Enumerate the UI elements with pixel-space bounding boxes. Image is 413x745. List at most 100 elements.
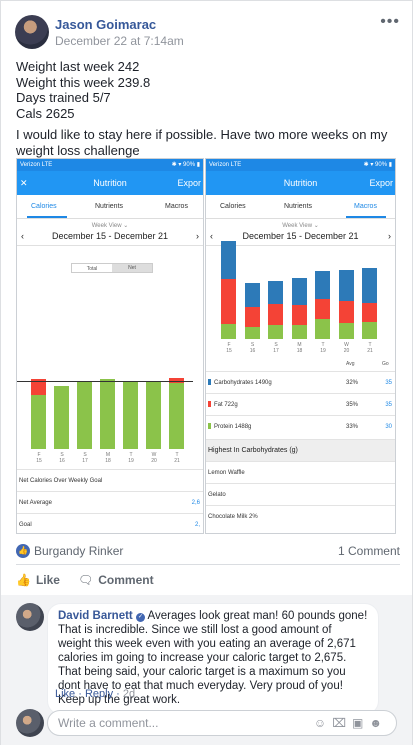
author-avatar[interactable] [15, 15, 49, 49]
bar-carbs [362, 268, 377, 303]
x-tick-date: 17 [82, 458, 88, 464]
more-options-icon[interactable]: ••• [380, 13, 400, 30]
x-tick-date: 20 [343, 348, 350, 354]
x-tick-day: T [368, 342, 372, 348]
comment-placeholder: Write a comment... [58, 716, 159, 730]
sticker-icon[interactable]: ☻ [369, 716, 388, 730]
export-label: Expor [369, 178, 393, 188]
tab-macros: Macros [165, 203, 188, 210]
comment-reply-link[interactable]: Reply [84, 688, 114, 700]
post-line: Weight last week 242 [16, 59, 140, 74]
phone-status-bar: Verizon LTE ✱ ▾ 90% ▮ [17, 159, 203, 171]
bar-fat [338, 301, 354, 323]
next-arrow-icon: › [388, 231, 391, 241]
comment-button[interactable]: 🗨 Comment [78, 573, 154, 587]
post-timestamp[interactable]: December 22 at 7:14am [55, 34, 184, 48]
composer-avatar [16, 709, 44, 737]
app-title: Nutrition [93, 178, 127, 188]
bar-carbs [338, 270, 354, 301]
x-tick-date: 18 [105, 458, 111, 464]
summary-row: Net Calories Over Weekly Goal [17, 469, 203, 491]
x-tick-date: 20 [151, 458, 157, 464]
macro-label: Fat 722g [214, 402, 238, 408]
bar-calories [100, 379, 115, 449]
x-tick-day: S [250, 342, 255, 348]
bar-calories [31, 395, 46, 449]
comment-label: Comment [98, 573, 154, 587]
bar-calories [169, 383, 184, 449]
x-tick-day: S [83, 452, 87, 458]
comment-count[interactable]: 1 Comment [337, 544, 400, 558]
x-tick-day: W [151, 452, 157, 458]
bar-protein [221, 324, 236, 339]
emoji-icon[interactable]: ☺ [313, 716, 333, 730]
total-net-toggle: Total Net [71, 263, 153, 273]
phone-status-bar: Verizon LTE ✱ ▾ 90% ▮ [206, 159, 395, 171]
post-line: Days trained 5/7 [16, 90, 111, 105]
week-view-label: Week View ⌄ [282, 223, 319, 229]
macro-row: Carbohydrates 1490g 32% 35 [206, 371, 395, 393]
legend-swatch [208, 401, 211, 408]
bar-fat [221, 279, 236, 324]
prev-arrow-icon: ‹ [210, 231, 213, 241]
x-tick-date: 15 [36, 458, 42, 464]
gif-icon[interactable]: ▣ [352, 716, 370, 730]
author-name[interactable]: Jason Goimarac [55, 17, 157, 32]
tab-calories: Calories [31, 203, 57, 210]
verified-badge-icon: ✓ [135, 613, 145, 622]
bar-calories [123, 381, 138, 449]
x-tick-day: M [105, 452, 111, 458]
bar-protein [315, 319, 330, 339]
bar-fat [315, 299, 330, 319]
post-message: I would like to stay here if possible. H… [16, 127, 388, 158]
post-line: Weight this week 239.8 [16, 74, 151, 90]
x-tick-date: 19 [320, 348, 326, 354]
bar-protein [362, 322, 377, 339]
row-label: Goal [19, 522, 32, 528]
status-icons: ✱ ▾ 90% ▮ [171, 162, 200, 168]
comment-like-link[interactable]: Like [55, 688, 76, 700]
bar-carbs [244, 283, 260, 307]
comment-input[interactable]: Write a comment... ☺⌧▣☻ [47, 710, 397, 736]
x-tick-day: T [129, 452, 133, 458]
nutrition-tabs: Calories Nutrients Macros [17, 195, 203, 219]
food-row: Lemon Waffle [206, 461, 395, 483]
bar-calories [54, 386, 69, 449]
commenter-name[interactable]: David Barnett [58, 610, 133, 622]
attached-photo-calories[interactable]: Verizon LTE ✱ ▾ 90% ▮ ✕ Nutrition Expor … [16, 158, 204, 534]
liked-by[interactable]: Burgandy Rinker [34, 544, 124, 558]
goal-column-header: Go [382, 361, 389, 367]
x-tick-day: M [297, 342, 302, 348]
post-body: Weight last week 242 Weight this week 23… [16, 59, 401, 158]
active-tab-indicator [27, 216, 67, 218]
x-tick-day: F [37, 452, 41, 458]
highest-carbs-header: Highest In Carbohydrates (g) [206, 439, 395, 461]
x-tick-day: F [227, 342, 231, 348]
bar-fat [268, 304, 283, 325]
date-range: ‹ December 15 - December 21 › [17, 231, 203, 241]
bar-fat [362, 303, 377, 322]
commenter-avatar[interactable] [16, 603, 44, 631]
macro-label: Protein 1488g [214, 424, 252, 430]
tab-nutrients: Nutrients [95, 203, 124, 210]
divider [16, 564, 400, 565]
bar-over-goal [31, 379, 46, 395]
camera-icon[interactable]: ⌧ [332, 716, 353, 730]
summary-row: Net Average 2,6 [17, 491, 203, 513]
row-label: Net Calories Over Weekly Goal [19, 478, 103, 484]
carrier-label: Verizon LTE [20, 162, 53, 168]
divider [206, 245, 395, 246]
macro-avg: 33% [346, 424, 359, 430]
composer-icons: ☺⌧▣☻ [314, 711, 388, 735]
like-button[interactable]: 👍 Like [16, 573, 60, 587]
divider [17, 245, 203, 246]
x-tick-day: W [344, 342, 349, 348]
x-tick-date: 21 [367, 348, 373, 354]
attached-photo-macros[interactable]: Verizon LTE ✱ ▾ 90% ▮ Nutrition Expor Ca… [205, 158, 396, 534]
active-tab-indicator [346, 216, 386, 218]
bar-protein [291, 325, 307, 339]
bar-over-goal [169, 378, 184, 383]
post-actions: 👍 Like 🗨 Comment [16, 567, 400, 593]
bar-carbs [221, 241, 236, 279]
